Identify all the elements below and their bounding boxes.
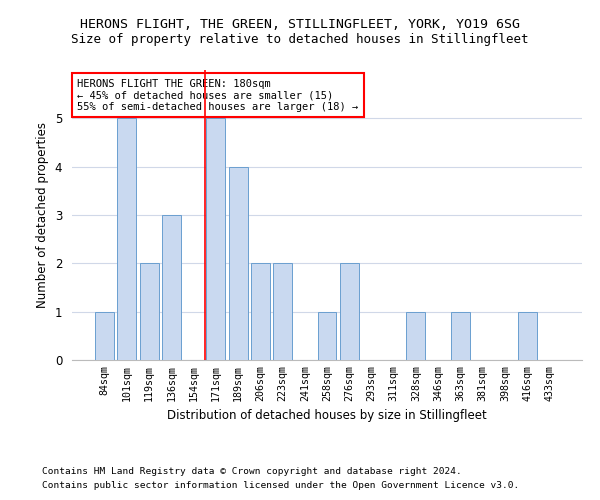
Bar [273,264,292,360]
Bar [229,166,248,360]
Bar [118,118,136,360]
Bar [162,215,181,360]
Bar [451,312,470,360]
X-axis label: Distribution of detached houses by size in Stillingfleet: Distribution of detached houses by size … [167,409,487,422]
Bar [518,312,536,360]
Text: Size of property relative to detached houses in Stillingfleet: Size of property relative to detached ho… [71,32,529,46]
Bar [317,312,337,360]
Bar [206,118,225,360]
Text: Contains HM Land Registry data © Crown copyright and database right 2024.: Contains HM Land Registry data © Crown c… [42,467,462,476]
Bar [340,264,359,360]
Text: HERONS FLIGHT THE GREEN: 180sqm
← 45% of detached houses are smaller (15)
55% of: HERONS FLIGHT THE GREEN: 180sqm ← 45% of… [77,78,358,112]
Bar [95,312,114,360]
Text: Contains public sector information licensed under the Open Government Licence v3: Contains public sector information licen… [42,481,519,490]
Bar [140,264,158,360]
Bar [251,264,270,360]
Bar [406,312,425,360]
Text: HERONS FLIGHT, THE GREEN, STILLINGFLEET, YORK, YO19 6SG: HERONS FLIGHT, THE GREEN, STILLINGFLEET,… [80,18,520,30]
Y-axis label: Number of detached properties: Number of detached properties [36,122,49,308]
